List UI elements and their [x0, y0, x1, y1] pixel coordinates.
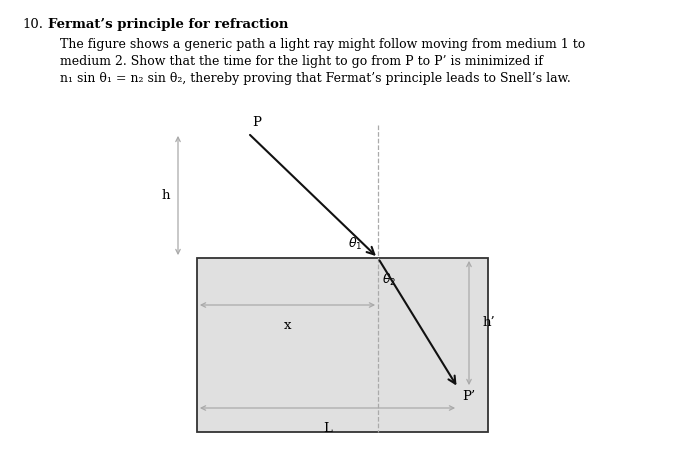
- Text: n₁ sin θ₁ = n₂ sin θ₂, thereby proving that Fermat’s principle leads to Snell’s : n₁ sin θ₁ = n₂ sin θ₂, thereby proving t…: [60, 72, 570, 85]
- Text: $\theta_2$: $\theta_2$: [382, 272, 396, 288]
- Text: L: L: [323, 422, 332, 435]
- Text: The figure shows a generic path a light ray might follow moving from medium 1 to: The figure shows a generic path a light …: [60, 38, 585, 51]
- Text: h’: h’: [483, 316, 496, 329]
- Text: $\theta_1$: $\theta_1$: [348, 236, 362, 252]
- Text: h: h: [162, 189, 170, 202]
- Text: P: P: [252, 116, 261, 129]
- Text: x: x: [284, 319, 291, 332]
- Bar: [197, 258, 488, 432]
- Text: medium 2. Show that the time for the light to go from P to P’ is minimized if: medium 2. Show that the time for the lig…: [60, 55, 543, 68]
- Text: P’: P’: [462, 390, 475, 403]
- Text: Fermat’s principle for refraction: Fermat’s principle for refraction: [48, 18, 289, 31]
- Text: 10.: 10.: [22, 18, 43, 31]
